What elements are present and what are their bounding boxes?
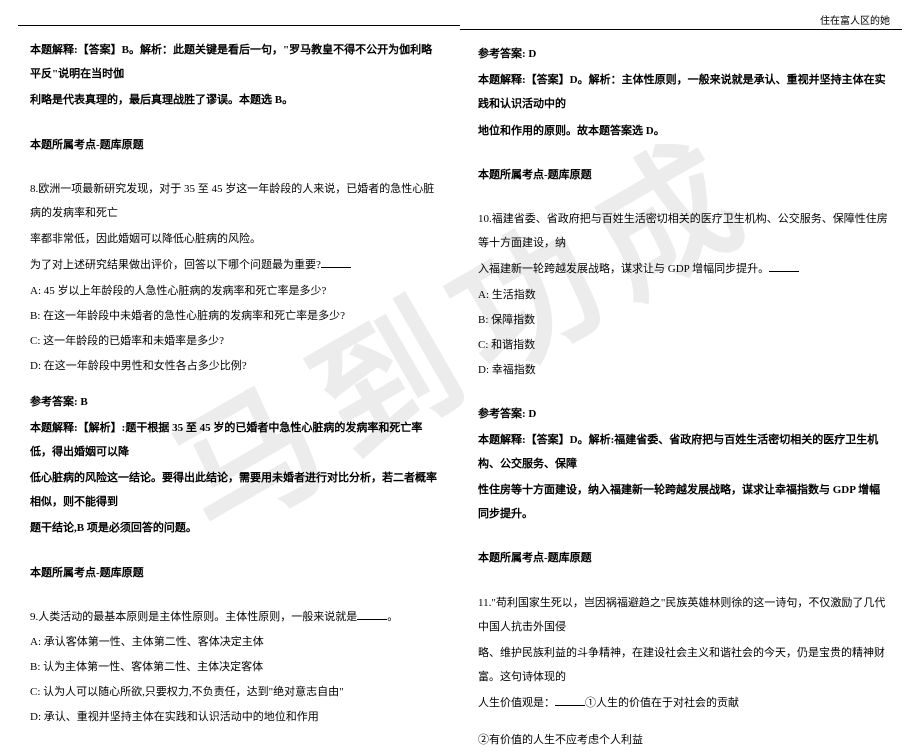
q11-opt2: ②有价值的人生不应考虑个人利益 bbox=[478, 728, 890, 752]
q8-explanation-l1: 本题解释:【解析】:题干根据 35 至 45 岁的已婚者中急性心脏病的发病率和死… bbox=[30, 416, 442, 464]
q8-option-c: C: 这一年龄段的已婚率和未婚率是多少? bbox=[30, 330, 442, 352]
q10-blank bbox=[769, 262, 799, 272]
q10-option-a: A: 生活指数 bbox=[478, 284, 890, 306]
right-column: 住在富人区的她 参考答案: D 本题解释:【答案】D。解析：主体性原则，一般来说… bbox=[460, 0, 920, 651]
page-container: 本题解释:【答案】B。解析：此题关键是看后一句，"罗马教皇不得不公开为伽利略平反… bbox=[0, 0, 920, 651]
q8-stem-l2: 率都非常低，因此婚姻可以降低心脏病的风险。 bbox=[30, 227, 442, 251]
q8-answer: 参考答案: B bbox=[30, 390, 442, 414]
q10-stem-l2: 入福建新一轮跨越发展战略，谋求让与 GDP 增幅同步提升。 bbox=[478, 257, 890, 281]
q9-option-b: B: 认为主体第一性、客体第二性、主体决定客体 bbox=[30, 656, 442, 678]
q11-stem-l2: 略、维护民族利益的斗争精神，在建设社会主义和谐社会的今天，仍是宝贵的精神财富。这… bbox=[478, 641, 890, 689]
q9-option-a: A: 承认客体第一性、主体第二性、客体决定主体 bbox=[30, 631, 442, 653]
q9-option-c: C: 认为人可以随心所欲,只要权力,不负责任，达到"绝对意志自由" bbox=[30, 681, 442, 703]
q10-explanation-l1: 本题解释:【答案】D。解析:福建省委、省政府把与百姓生活密切相关的医疗卫生机构、… bbox=[478, 428, 890, 476]
q10-stem-l1: 10.福建省委、省政府把与百姓生活密切相关的医疗卫生机构、公交服务、保障性住房等… bbox=[478, 207, 890, 255]
q7-kaodian: 本题所属考点-题库原题 bbox=[30, 133, 442, 157]
q10-option-c: C: 和谐指数 bbox=[478, 334, 890, 356]
q10-option-b: B: 保障指数 bbox=[478, 309, 890, 331]
q8-stem-l1: 8.欧洲一项最新研究发现，对于 35 至 45 岁这一年龄段的人来说，已婚者的急… bbox=[30, 177, 442, 225]
q8-stem-l3: 为了对上述研究结果做出评价，回答以下哪个问题最为重要? bbox=[30, 253, 442, 277]
q9-kaodian: 本题所属考点-题库原题 bbox=[478, 163, 890, 187]
q9-stem-text: 9.人类活动的最基本原则是主体性原则。主体性原则，一般来说就是 bbox=[30, 611, 357, 623]
header-right-text: 住在富人区的她 bbox=[460, 12, 902, 30]
q8-option-b: B: 在这一年龄段中未婚者的急性心脏病的发病率和死亡率是多少? bbox=[30, 305, 442, 327]
q7-explanation-l2: 利略是代表真理的，最后真理战胜了谬误。本题选 B。 bbox=[30, 88, 442, 112]
q7-explanation-l1: 本题解释:【答案】B。解析：此题关键是看后一句，"罗马教皇不得不公开为伽利略平反… bbox=[30, 38, 442, 86]
q11-stem-l3-post: ①人生的价值在于对社会的贡献 bbox=[585, 697, 739, 709]
left-column: 本题解释:【答案】B。解析：此题关键是看后一句，"罗马教皇不得不公开为伽利略平反… bbox=[0, 0, 460, 651]
q8-option-d: D: 在这一年龄段中男性和女性各占多少比例? bbox=[30, 355, 442, 377]
q11-stem-l3-pre: 人生价值观是： bbox=[478, 697, 555, 709]
q10-stem-l2-text: 入福建新一轮跨越发展战略，谋求让与 GDP 增幅同步提升。 bbox=[478, 263, 769, 275]
q9-explanation-l1: 本题解释:【答案】D。解析：主体性原则，一般来说就是承认、重视并坚持主体在实践和… bbox=[478, 68, 890, 116]
q8-kaodian: 本题所属考点-题库原题 bbox=[30, 561, 442, 585]
header-rule-left bbox=[18, 12, 460, 26]
q10-explanation-l2: 性住房等十方面建设，纳入福建新一轮跨越发展战略，谋求让幸福指数与 GDP 增幅同… bbox=[478, 478, 890, 526]
q10-kaodian: 本题所属考点-题库原题 bbox=[478, 546, 890, 570]
q8-explanation-l2: 低心脏病的风险这一结论。要得出此结论，需要用未婚者进行对比分析，若二者概率相似，… bbox=[30, 466, 442, 514]
q8-stem-l3-text: 为了对上述研究结果做出评价，回答以下哪个问题最为重要? bbox=[30, 259, 321, 271]
q9-explanation-l2: 地位和作用的原则。故本题答案选 D。 bbox=[478, 119, 890, 143]
q8-blank bbox=[321, 258, 351, 268]
q10-option-d: D: 幸福指数 bbox=[478, 359, 890, 381]
q11-blank bbox=[555, 696, 585, 706]
q9-blank bbox=[357, 610, 387, 620]
q8-option-a: A: 45 岁以上年龄段的人急性心脏病的发病率和死亡率是多少? bbox=[30, 280, 442, 302]
q10-answer: 参考答案: D bbox=[478, 402, 890, 426]
q9-stem: 9.人类活动的最基本原则是主体性原则。主体性原则，一般来说就是。 bbox=[30, 605, 442, 629]
q9-answer: 参考答案: D bbox=[478, 42, 890, 66]
q11-stem-l1: 11."苟利国家生死以，岂因祸福避趋之"民族英雄林则徐的这一诗句，不仅激励了几代… bbox=[478, 591, 890, 639]
q11-stem-l3: 人生价值观是： ①人生的价值在于对社会的贡献 bbox=[478, 691, 890, 715]
q9-option-d: D: 承认、重视并坚持主体在实践和认识活动中的地位和作用 bbox=[30, 706, 442, 728]
q8-explanation-l3: 题干结论,B 项是必须回答的问题。 bbox=[30, 516, 442, 540]
